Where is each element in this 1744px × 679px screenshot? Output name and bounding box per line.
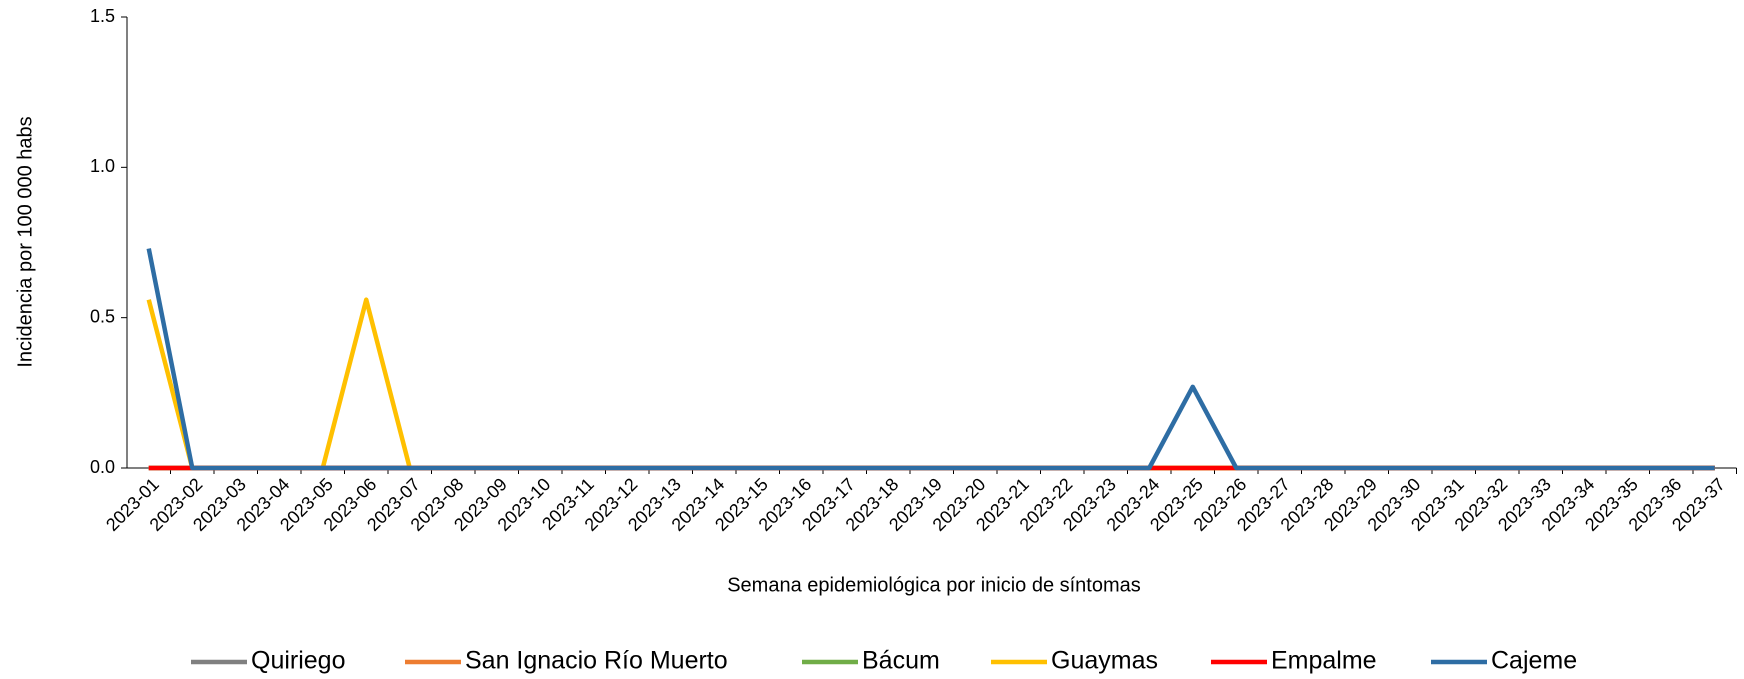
y-axis-title: Incidencia por 100 000 habs	[14, 116, 36, 367]
series-line	[146, 297, 1715, 471]
y-tick-label: 1.0	[90, 156, 115, 176]
series-line	[146, 248, 1715, 471]
x-axis-title: Semana epidemiológica por inicio de sínt…	[727, 574, 1141, 596]
y-tick-label: 0.5	[90, 306, 115, 326]
legend-label: Cajeme	[1491, 647, 1577, 675]
y-tick-label: 0.0	[90, 457, 115, 477]
legend-label: Bácum	[862, 647, 940, 675]
legend-label: Empalme	[1271, 647, 1377, 675]
y-tick-label: 1.5	[90, 6, 115, 26]
legend-label: San Ignacio Río Muerto	[465, 647, 728, 675]
legend-label: Guaymas	[1051, 647, 1158, 675]
legend-label: Quiriego	[251, 647, 346, 675]
